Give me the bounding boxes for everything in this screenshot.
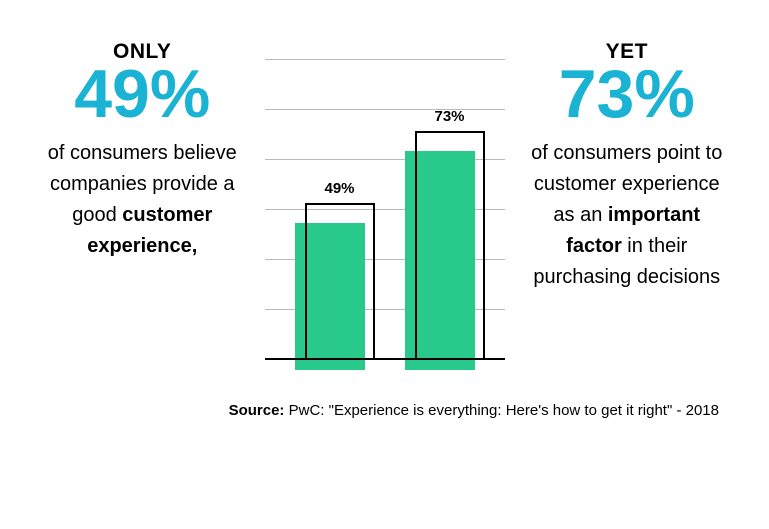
bar-value-label: 49% bbox=[305, 180, 375, 197]
source-label: Source: bbox=[229, 402, 285, 419]
bar-value-label: 73% bbox=[415, 108, 485, 125]
bar-frame bbox=[305, 203, 375, 360]
right-stat: 73% bbox=[525, 60, 730, 128]
source-line: Source: PwC: "Experience is everything: … bbox=[40, 400, 729, 421]
bar-group: 73% bbox=[405, 60, 475, 370]
bar-group: 49% bbox=[295, 60, 365, 370]
source-text: PwC: "Experience is everything: Here's h… bbox=[289, 402, 719, 419]
bar-chart: 49% 73% bbox=[265, 50, 505, 370]
right-description: of consumers point to customer experienc… bbox=[525, 138, 730, 293]
chart-baseline bbox=[265, 358, 505, 360]
bar-frame bbox=[415, 131, 485, 360]
left-text-column: ONLY 49% of consumers believe companies … bbox=[40, 30, 245, 262]
chart-bars: 49% 73% bbox=[265, 50, 505, 370]
left-description: of consumers believe companies provide a… bbox=[40, 138, 245, 262]
left-stat: 49% bbox=[40, 60, 245, 128]
main-row: ONLY 49% of consumers believe companies … bbox=[40, 30, 729, 370]
right-text-column: YET 73% of consumers point to customer e… bbox=[525, 30, 730, 293]
